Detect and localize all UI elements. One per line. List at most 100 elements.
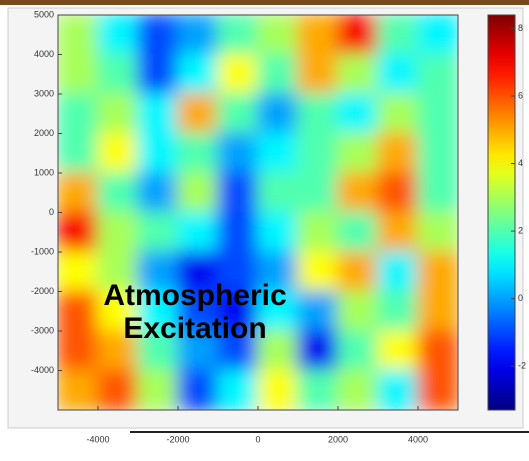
- heat-cell: [257, 172, 299, 214]
- heat-cell: [377, 211, 419, 253]
- top-strip: [0, 0, 529, 5]
- heat-cell: [177, 290, 219, 332]
- y-tick-label: 2000: [34, 128, 54, 138]
- heat-cell: [297, 369, 339, 410]
- heat-cell: [137, 251, 179, 293]
- heat-cell: [297, 172, 339, 214]
- heat-cell: [297, 132, 339, 174]
- heat-cell: [58, 330, 99, 372]
- x-tick-label: 0: [255, 434, 260, 444]
- heat-cell: [257, 132, 299, 174]
- heat-cell: [337, 251, 379, 293]
- heat-cell: [97, 330, 139, 372]
- heat-cell: [377, 172, 419, 214]
- heat-cell: [417, 53, 458, 95]
- y-tick-label: 1000: [34, 167, 54, 177]
- annotation: Excitation: [123, 312, 266, 345]
- heat-cell: [217, 211, 259, 253]
- heat-cell: [97, 15, 139, 56]
- heat-cell: [417, 330, 458, 372]
- heat-cell: [257, 290, 299, 332]
- heat-cell: [97, 369, 139, 410]
- heat-cell: [97, 211, 139, 253]
- heat-cell: [337, 369, 379, 410]
- heat-cell: [217, 172, 259, 214]
- heat-cell: [217, 132, 259, 174]
- heat-cell: [97, 172, 139, 214]
- heat-cell: [337, 290, 379, 332]
- heat-cell: [297, 53, 339, 95]
- heat-cell: [257, 369, 299, 410]
- heat-cell: [177, 211, 219, 253]
- heat-cell: [137, 211, 179, 253]
- heat-cell: [177, 330, 219, 372]
- y-tick-label: 0: [49, 207, 54, 217]
- y-tick-label: 3000: [34, 88, 54, 98]
- heat-cell: [297, 15, 339, 56]
- heat-cell: [97, 132, 139, 174]
- heat-cell: [137, 132, 179, 174]
- heat-cell: [217, 330, 259, 372]
- x-tick-label: 4000: [408, 434, 428, 444]
- heat-cell: [137, 15, 179, 56]
- heat-cell: [337, 211, 379, 253]
- heat-cell: [137, 93, 179, 135]
- heat-cell: [177, 251, 219, 293]
- heat-cell: [417, 211, 458, 253]
- heat-cell: [257, 53, 299, 95]
- heat-cell: [257, 330, 299, 372]
- heat-cell: [217, 290, 259, 332]
- heat-cell: [377, 251, 419, 293]
- heat-cell: [58, 15, 99, 56]
- heat-cell: [58, 369, 99, 410]
- heat-cell: [217, 15, 259, 56]
- heat-cell: [217, 93, 259, 135]
- heat-cell: [417, 172, 458, 214]
- colorbar-tick-label: 8: [518, 23, 523, 33]
- heat-cell: [97, 290, 139, 332]
- heatmap: [58, 15, 458, 410]
- heat-cell: [217, 53, 259, 95]
- heat-cell: [137, 53, 179, 95]
- heat-cell: [58, 132, 99, 174]
- heat-cell: [417, 251, 458, 293]
- heat-cell: [58, 53, 99, 95]
- heat-cell: [257, 93, 299, 135]
- heat-cell: [97, 53, 139, 95]
- heat-cell: [297, 290, 339, 332]
- x-tick-label: 2000: [328, 434, 348, 444]
- heat-cell: [417, 93, 458, 135]
- heatmap-cells: [58, 15, 458, 410]
- colorbar-tick-label: -2: [518, 360, 526, 370]
- colorbar-tick-label: 2: [518, 225, 523, 235]
- heat-cell: [177, 132, 219, 174]
- heat-cell: [337, 172, 379, 214]
- heat-cell: [377, 132, 419, 174]
- heat-cell: [417, 132, 458, 174]
- y-tick-label: -2000: [31, 286, 54, 296]
- heat-cell: [137, 330, 179, 372]
- heat-cell: [417, 15, 458, 56]
- heat-cell: [177, 369, 219, 410]
- colorbar-tick-label: 6: [518, 90, 523, 100]
- x-tick-label: -4000: [86, 434, 109, 444]
- heat-cell: [417, 290, 458, 332]
- heat-cell: [217, 369, 259, 410]
- y-tick-label: 5000: [34, 9, 54, 19]
- heat-cell: [257, 211, 299, 253]
- annotation: Atmospheric: [103, 279, 286, 312]
- heat-cell: [297, 93, 339, 135]
- heat-cell: [58, 172, 99, 214]
- heat-cell: [377, 330, 419, 372]
- heat-cell: [377, 290, 419, 332]
- heat-cell: [177, 93, 219, 135]
- heat-cell: [417, 369, 458, 410]
- y-tick-label: -3000: [31, 325, 54, 335]
- heat-cell: [377, 369, 419, 410]
- heat-cell: [297, 251, 339, 293]
- heat-cell: [217, 251, 259, 293]
- y-tick-label: 4000: [34, 49, 54, 59]
- heat-cell: [58, 290, 99, 332]
- heat-cell: [137, 172, 179, 214]
